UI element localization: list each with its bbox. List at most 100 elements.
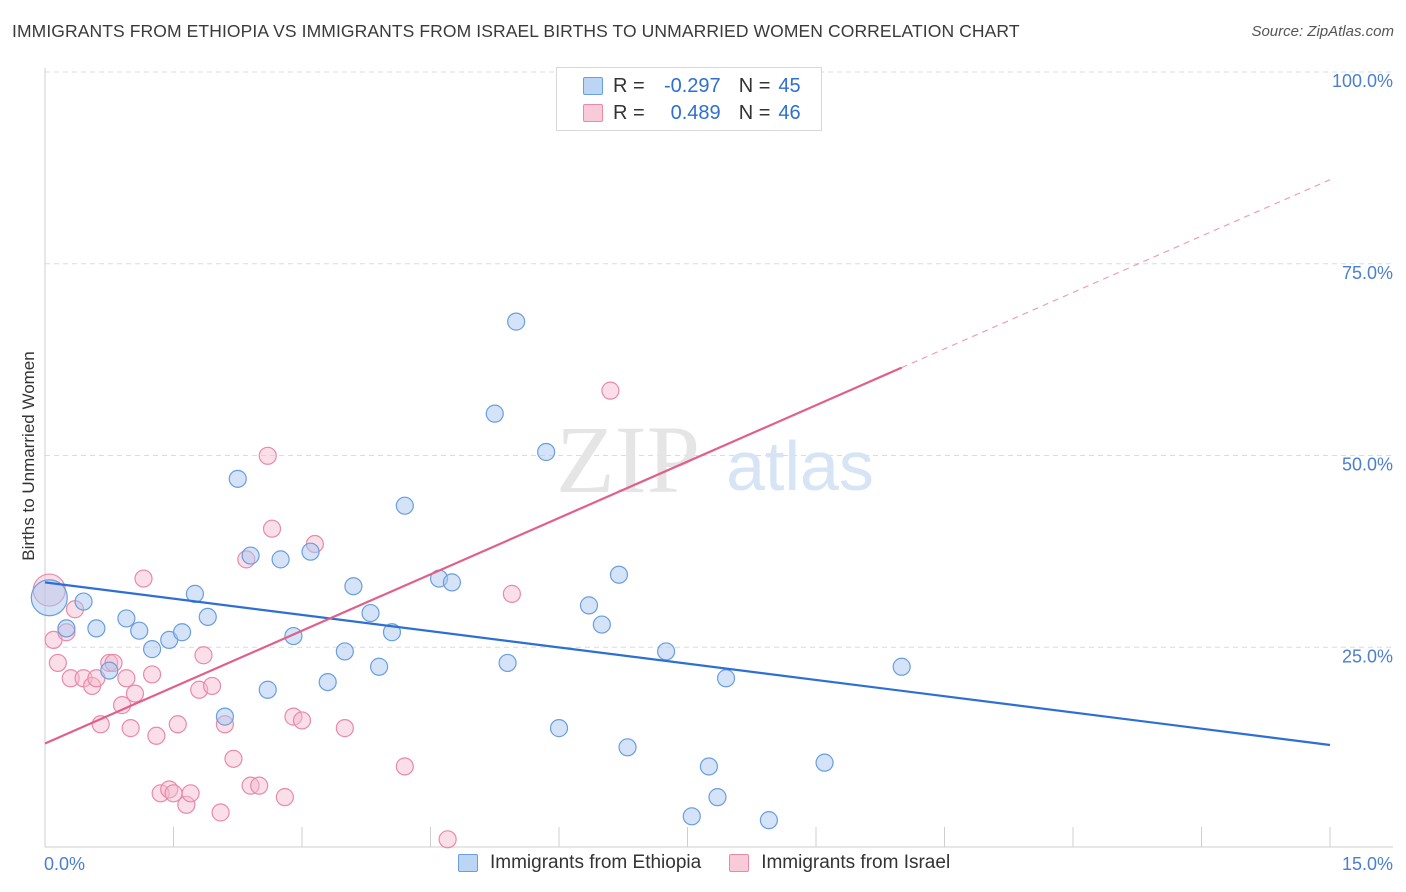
israel-point bbox=[601, 381, 620, 400]
israel-point bbox=[262, 519, 282, 538]
chart-title: IMMIGRANTS FROM ETHIOPIA VS IMMIGRANTS F… bbox=[12, 21, 1020, 41]
series-legend-israel[interactable]: Immigrants from Israel bbox=[729, 852, 950, 874]
ethiopia-point bbox=[892, 657, 911, 676]
x-tick-label: 0.0% bbox=[44, 854, 85, 874]
ethiopia-point bbox=[57, 619, 76, 638]
israel-point bbox=[438, 830, 457, 849]
israel-point bbox=[61, 669, 80, 688]
israel-point bbox=[177, 795, 196, 814]
ethiopia-point bbox=[382, 623, 402, 642]
y-tick-label: 75.0% bbox=[1342, 263, 1393, 283]
y-tick-label: 100.0% bbox=[1332, 71, 1393, 91]
series-swatch-ethiopia bbox=[458, 854, 478, 872]
ethiopia-point bbox=[100, 661, 119, 680]
ethiopia-point bbox=[361, 603, 380, 623]
ethiopia-point bbox=[592, 615, 611, 634]
ethiopia-point bbox=[507, 312, 526, 331]
ethiopia-point bbox=[228, 469, 247, 488]
israel-point bbox=[48, 653, 67, 673]
legend-swatch-israel bbox=[583, 104, 603, 122]
ethiopia-point bbox=[485, 404, 504, 423]
israel-point bbox=[117, 669, 136, 688]
israel-point bbox=[335, 719, 354, 738]
ethiopia-point bbox=[579, 596, 599, 615]
trend-lines bbox=[44, 179, 1331, 747]
ethiopia-point bbox=[537, 442, 556, 462]
ethiopia-point bbox=[198, 607, 217, 627]
legend-n-value: 45 bbox=[778, 74, 801, 97]
ethiopia-point bbox=[370, 657, 389, 676]
israel-point bbox=[502, 584, 521, 603]
israel-point bbox=[211, 803, 230, 822]
watermark: ZIP atlas bbox=[556, 406, 874, 513]
ethiopia-point bbox=[699, 757, 719, 776]
ethiopia-point bbox=[549, 719, 569, 738]
ethiopia-point bbox=[716, 669, 736, 688]
israel-point bbox=[121, 719, 140, 738]
series-label-israel: Immigrants from Israel bbox=[761, 852, 951, 873]
israel-points bbox=[32, 70, 791, 849]
watermark-zip: ZIP bbox=[556, 406, 700, 513]
y-tick-label: 25.0% bbox=[1342, 646, 1393, 666]
israel-point bbox=[168, 715, 187, 734]
correlation-legend: R = -0.297 N = 45 R = 0.489 N = 46 bbox=[556, 67, 822, 131]
ethiopia-point bbox=[656, 642, 676, 661]
series-label-ethiopia: Immigrants from Ethiopia bbox=[490, 852, 702, 873]
ethiopia-point bbox=[618, 738, 637, 757]
ethiopia-point bbox=[708, 788, 727, 807]
legend-r-label: R = bbox=[613, 101, 645, 124]
israel-point bbox=[250, 776, 269, 795]
legend-n-label: N = bbox=[738, 74, 771, 97]
ethiopia-point bbox=[74, 592, 93, 611]
israel-point bbox=[284, 707, 303, 726]
ethiopia-point bbox=[815, 753, 834, 772]
ethiopia-point bbox=[759, 811, 778, 830]
ethiopia-point bbox=[335, 642, 354, 661]
ethiopia-point bbox=[682, 807, 701, 826]
israel-point bbox=[147, 726, 166, 745]
legend-n-label: N = bbox=[738, 101, 771, 124]
israel-trend-extension bbox=[901, 179, 1331, 369]
ethiopia-point bbox=[130, 621, 149, 640]
ethiopia-point bbox=[271, 550, 290, 569]
legend-r-label: R = bbox=[613, 74, 645, 97]
israel-point bbox=[134, 569, 153, 588]
israel-point bbox=[202, 676, 222, 696]
israel-trend-line bbox=[44, 366, 903, 745]
ethiopia-point bbox=[30, 579, 68, 617]
legend-row-ethiopia: R = -0.297 N = 45 bbox=[583, 73, 801, 99]
ethiopia-point bbox=[258, 680, 277, 699]
ethiopia-point bbox=[301, 542, 320, 561]
israel-point bbox=[395, 757, 414, 776]
ethiopia-point bbox=[172, 623, 192, 642]
ethiopia-point bbox=[87, 619, 106, 638]
ethiopia-point bbox=[117, 609, 136, 628]
israel-point bbox=[142, 665, 162, 684]
legend-swatch-ethiopia bbox=[583, 77, 603, 95]
israel-point bbox=[224, 749, 243, 768]
legend-n-value: 46 bbox=[778, 101, 801, 124]
y-tick-label: 50.0% bbox=[1342, 455, 1393, 475]
israel-point bbox=[181, 784, 200, 803]
ethiopia-point bbox=[442, 573, 462, 592]
israel-point bbox=[258, 446, 277, 465]
ethiopia-point bbox=[215, 707, 234, 726]
legend-row-israel: R = 0.489 N = 46 bbox=[583, 100, 801, 126]
axes bbox=[44, 68, 1393, 848]
series-legend-ethiopia[interactable]: Immigrants from Ethiopia bbox=[458, 852, 701, 874]
ethiopia-point bbox=[318, 672, 337, 692]
chart-source: Source: ZipAtlas.com bbox=[1251, 23, 1394, 40]
ethiopia-point bbox=[609, 565, 629, 584]
ethiopia-point bbox=[498, 653, 517, 673]
legend-r-value: 0.489 bbox=[670, 101, 721, 124]
ethiopia-point bbox=[142, 640, 162, 659]
x-tick-label: 15.0% bbox=[1342, 854, 1393, 874]
legend-r-value: -0.297 bbox=[663, 74, 721, 97]
series-legend: Immigrants from Ethiopia Immigrants from… bbox=[458, 852, 978, 874]
israel-point bbox=[125, 684, 145, 703]
ethiopia-point bbox=[241, 546, 260, 565]
ethiopia-points bbox=[30, 312, 911, 830]
watermark-atlas: atlas bbox=[726, 427, 874, 505]
tick-labels: 25.0% 50.0% 75.0% 100.0% 0.0% 15.0% bbox=[44, 71, 1393, 874]
